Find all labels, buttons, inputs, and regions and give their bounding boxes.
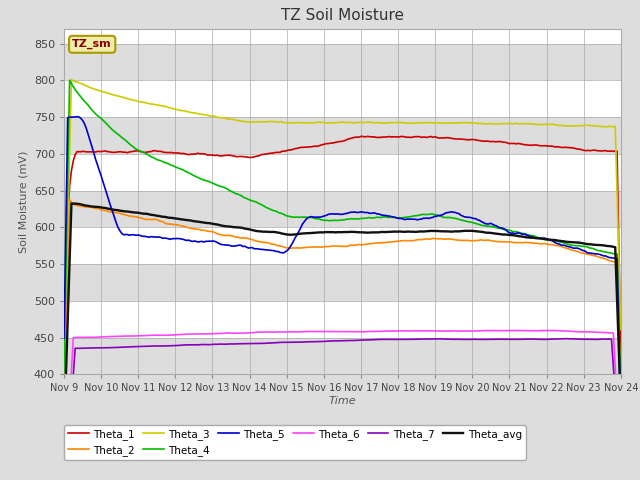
Line: Theta_3: Theta_3 [64,79,621,373]
Theta_5 [531,235,539,241]
X-axis label: Time: Time [328,396,356,406]
Theta_1 [392,134,399,140]
Theta_1 [566,145,574,151]
Theta_6 [401,328,408,334]
Theta_2 [392,239,399,244]
Bar [64,44,621,80]
Title: TZ Soil Moisture: TZ Soil Moisture [281,9,404,24]
Line: Theta_4: Theta_4 [64,80,621,392]
Theta_3 [403,120,410,126]
Bar [64,228,621,264]
Theta_3 [394,120,401,125]
Theta_1 [617,356,625,361]
Theta_6 [513,328,520,334]
Theta_7 [529,336,537,342]
Theta_avg [531,235,539,241]
Theta_5 [62,225,70,231]
Bar [64,337,621,374]
Theta_2 [566,247,574,252]
Theta_avg [566,239,574,245]
Theta_2 [531,240,539,246]
Theta_4 [60,369,68,375]
Line: Theta_1: Theta_1 [64,136,621,417]
Theta_4 [66,77,74,83]
Theta_1 [394,134,401,140]
Line: Theta_2: Theta_2 [64,199,621,431]
Theta_5 [566,244,574,250]
Bar [64,117,621,154]
Theta_5 [60,336,68,341]
Y-axis label: Soil Moisture (mV): Soil Moisture (mV) [19,150,28,253]
Theta_4 [531,234,539,240]
Legend: Theta_1, Theta_2, Theta_3, Theta_4, Theta_5, Theta_6, Theta_7, Theta_avg: Theta_1, Theta_2, Theta_3, Theta_4, Thet… [63,424,526,460]
Theta_2 [617,395,625,401]
Theta_2 [62,351,70,357]
Bar [64,154,621,191]
Theta_5 [617,420,625,426]
Theta_3 [60,370,68,376]
Theta_5 [403,216,410,222]
Theta_5 [73,114,81,120]
Theta_avg [62,375,70,381]
Theta_4 [394,215,401,221]
Theta_7 [566,336,574,342]
Theta_2 [66,196,74,202]
Bar [64,301,621,337]
Theta_avg [403,229,410,235]
Theta_3 [617,327,625,333]
Bar [64,264,621,301]
Theta_5 [394,215,401,221]
Theta_avg [68,201,76,206]
Theta_4 [62,271,70,277]
Bar [64,191,621,228]
Theta_6 [566,328,574,334]
Theta_7 [563,336,571,342]
Theta_3 [68,76,76,82]
Theta_6 [531,328,539,334]
Theta_7 [617,473,625,479]
Theta_7 [62,479,70,480]
Theta_avg [617,403,625,408]
Theta_4 [617,389,625,395]
Line: Theta_5: Theta_5 [64,117,621,423]
Theta_avg [60,433,68,439]
Bar [64,80,621,117]
Theta_3 [62,297,70,302]
Theta_5 [392,215,399,220]
Theta_1 [62,316,70,322]
Theta_2 [403,238,410,243]
Line: Theta_6: Theta_6 [64,331,621,480]
Theta_6 [62,467,70,473]
Theta_avg [394,229,401,235]
Theta_3 [566,123,574,129]
Theta_1 [358,133,366,139]
Theta_2 [60,428,68,434]
Theta_7 [401,336,408,342]
Theta_2 [394,238,401,244]
Theta_4 [392,215,399,221]
Theta_1 [60,414,68,420]
Theta_1 [531,142,539,148]
Theta_1 [403,134,410,140]
Theta_4 [566,242,574,248]
Theta_6 [390,328,397,334]
Theta_7 [390,336,397,342]
Theta_3 [392,120,399,126]
Text: TZ_sm: TZ_sm [72,39,112,49]
Line: Theta_avg: Theta_avg [64,204,621,436]
Theta_3 [531,121,539,127]
Theta_7 [392,336,399,342]
Line: Theta_7: Theta_7 [64,339,621,480]
Theta_avg [392,228,399,234]
Theta_6 [392,328,399,334]
Theta_6 [617,465,625,470]
Theta_4 [403,214,410,220]
